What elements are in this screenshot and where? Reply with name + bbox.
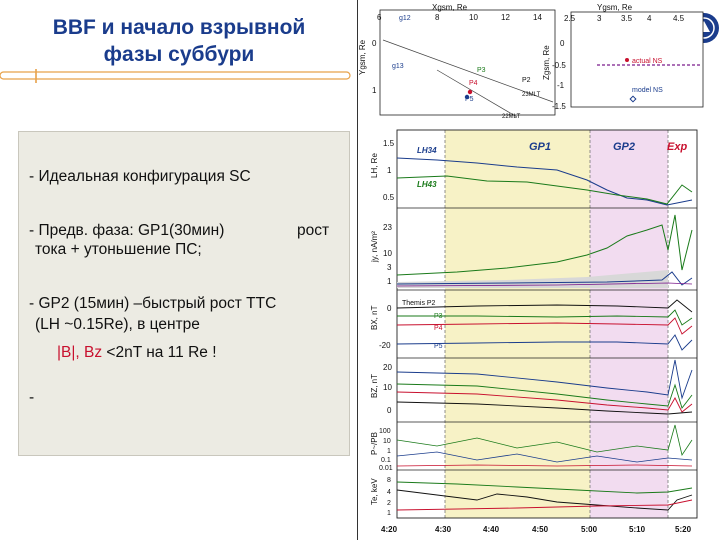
panel-bx-tick: -20 — [379, 341, 391, 350]
panel-bz-tick: 20 — [383, 363, 392, 372]
orbit-label-23mlt: 23MLT — [522, 92, 541, 98]
panel-bz-ylabel: BZ, nT — [370, 374, 379, 398]
panel-jy-tick: 1 — [387, 277, 392, 286]
time-tick: 5:20 — [675, 525, 692, 534]
bx-legend-p4: P4 — [434, 325, 443, 332]
bullet-gp2-field-rest: <2nT на 11 Re ! — [106, 344, 217, 361]
panel-jy: jy, nA/m² 23 10 3 1 — [370, 214, 693, 288]
orbit-label-22mlt: 22MLT — [502, 114, 521, 120]
orbit-xy-xtick: 10 — [469, 13, 478, 22]
panel-jy-tick: 10 — [383, 249, 392, 258]
orbit-yz-xtick: 2.5 — [564, 14, 576, 23]
orbit-yz-xlabel: Ygsm, Re — [597, 3, 633, 12]
bullet-growth-phase: - Предв. фаза: GP1(30мин) — [29, 222, 225, 239]
panel-pressure-tick: 0.1 — [381, 457, 391, 464]
panel-bz-tick: 10 — [383, 383, 392, 392]
orbit-xy-xtick: 12 — [501, 13, 510, 22]
orbit-xy-xlabel: Xgsm, Re — [432, 3, 468, 12]
panel-pressure-tick: 1 — [387, 448, 391, 455]
orbit-xy-xtick: 8 — [435, 13, 440, 22]
panel-te-tick: 8 — [387, 477, 391, 484]
panel-lh-tick: 1.5 — [383, 139, 395, 148]
orbit-yz-ytick: -1.5 — [552, 102, 566, 111]
panel-pressure: P~/PB 100 10 1 0.1 0.01 — [370, 424, 693, 472]
panel-lh-tick: 0.5 — [383, 193, 395, 202]
panel-pressure-ylabel: P~/PB — [370, 432, 379, 455]
orbit-label-p5: P5 — [465, 96, 474, 103]
panel-te: Te, keV 8 4 2 1 — [370, 477, 693, 517]
orbit-yz-xtick: 4 — [647, 14, 652, 23]
orbit-xy-xtick: 6 — [377, 13, 382, 22]
orbit-xy-xtick: 14 — [533, 13, 542, 22]
title-line-1: BBF и начало взрывной — [52, 16, 306, 39]
panel-jy-tick: 23 — [383, 223, 392, 232]
panel-te-tick: 4 — [387, 489, 391, 496]
phase-label-gp1: GP1 — [529, 141, 551, 153]
curve-label-lh34: LH34 — [417, 146, 437, 155]
panel-jy-tick: 3 — [387, 263, 392, 272]
panel-pressure-tick: 0.01 — [379, 465, 393, 472]
bx-legend-p3: P3 — [434, 313, 443, 320]
time-tick: 4:50 — [532, 525, 549, 534]
bullet-gp2-field-red: |B|, Bz — [57, 344, 103, 361]
orbit-yz-xtick: 3 — [597, 14, 602, 23]
bullet-text-box: - Идеальная конфигурация SC - Предв. фаз… — [18, 131, 350, 456]
orbit-legend-model: model NS — [632, 87, 663, 94]
bullet-ideal-config: - Идеальная конфигурация SC — [29, 168, 251, 185]
panel-lh-ylabel: LH, Re — [370, 153, 379, 178]
phase-label-gp2: GP2 — [613, 141, 635, 153]
panel-bz: BZ, nT 20 10 0 — [370, 359, 693, 415]
orbit-label-p2: P2 — [522, 77, 531, 84]
panel-pressure-tick: 100 — [379, 428, 391, 435]
orbit-plot-yz: Ygsm, Re 2.5 3 3.5 4 4.5 0 -0.5 -1 -1.5 … — [542, 3, 704, 111]
panel-te-ylabel: Te, keV — [370, 478, 379, 505]
bx-legend-p5: P5 — [434, 343, 443, 350]
orbit-label-p3: P3 — [477, 67, 486, 74]
slide-title: BBF и начало взрывной фазы суббури — [14, 14, 344, 68]
orbit-yz-ytick: -1 — [557, 81, 565, 90]
panel-bx-ylabel: BX, nT — [370, 305, 379, 330]
title-underline-bar — [0, 69, 351, 83]
time-tick: 5:10 — [629, 525, 646, 534]
time-tick: 5:00 — [581, 525, 598, 534]
orbit-label-g13: g13 — [392, 63, 404, 70]
orbit-label-p4: P4 — [469, 80, 478, 87]
orbit-yz-xtick: 4.5 — [673, 14, 685, 23]
bullet-gp2-cont: (LH ~0.15Re), в центре — [35, 316, 200, 333]
panel-pressure-tick: 10 — [383, 438, 391, 445]
panel-jy-ylabel: jy, nA/m² — [370, 231, 379, 263]
orbit-plot-xy: Xgsm, Re 6 8 10 12 14 0 1 Ygsm, Re g12 g… — [358, 3, 556, 120]
time-axis: 4:20 4:30 4:40 4:50 5:00 5:10 5:20 — [381, 525, 692, 534]
orbit-yz-ytick: -0.5 — [552, 61, 566, 70]
orbit-label-g12: g12 — [399, 15, 411, 22]
bullet-growth-phase-word: рост — [297, 222, 330, 239]
bullet-gp2: - GP2 (15мин) –быстрый рост ТТС — [29, 295, 277, 312]
panel-lh: LH, Re 1.5 1 0.5 LH34 LH43 — [370, 139, 693, 206]
orbit-xy-ytick: 0 — [372, 39, 377, 48]
time-tick: 4:40 — [483, 525, 500, 534]
substorm-figure: Xgsm, Re 6 8 10 12 14 0 1 Ygsm, Re g12 g… — [357, 0, 720, 540]
orbit-xy-ylabel: Ygsm, Re — [358, 39, 367, 75]
panel-lh-tick: 1 — [387, 166, 392, 175]
bullet-growth-phase-cont: тока + утоньшение ПС; — [35, 241, 202, 258]
phase-label-exp: Exp — [667, 141, 687, 153]
bullet-gp2-field: |B|, Bz <2nT на 11 Re ! — [57, 343, 217, 362]
panel-bz-tick: 0 — [387, 406, 392, 415]
orbit-yz-ylabel: Zgsm, Re — [542, 45, 551, 80]
time-tick: 4:20 — [381, 525, 398, 534]
bx-legend-p2: Themis P2 — [402, 300, 436, 307]
panel-bx: BX, nT 0 -20 Themis P2 P3 P4 P5 — [370, 299, 693, 351]
panel-te-tick: 2 — [387, 500, 391, 507]
panel-te-tick: 1 — [387, 510, 391, 517]
time-tick: 4:30 — [435, 525, 452, 534]
title-line-2: фазы суббури — [103, 43, 255, 66]
curve-label-lh43: LH43 — [417, 180, 437, 189]
orbit-yz-xtick: 3.5 — [621, 14, 633, 23]
orbit-legend-actual: actual NS — [632, 58, 663, 65]
orbit-yz-ytick: 0 — [560, 39, 565, 48]
panel-bx-tick: 0 — [387, 304, 392, 313]
orbit-xy-ytick: 1 — [372, 86, 377, 95]
bullet-empty: - — [29, 389, 35, 406]
